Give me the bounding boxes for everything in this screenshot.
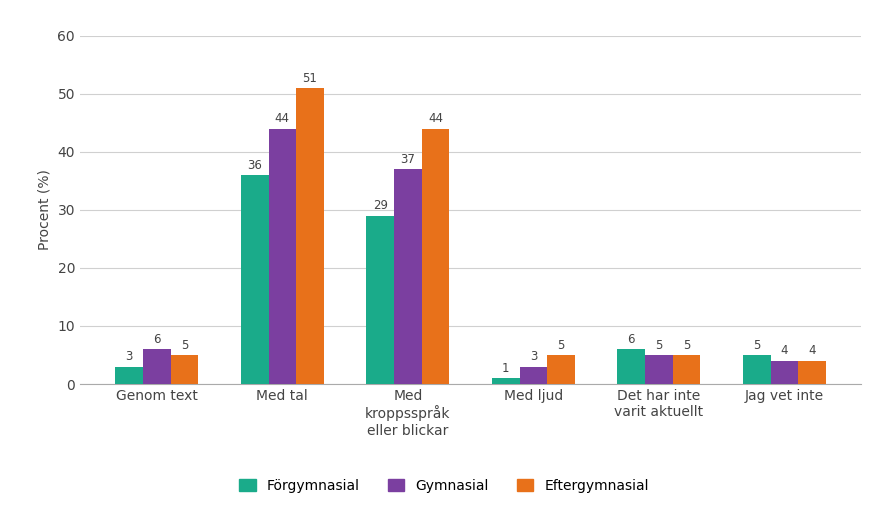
Text: 3: 3 xyxy=(125,350,133,363)
Bar xyxy=(115,367,143,384)
Text: 5: 5 xyxy=(181,338,188,352)
Text: 29: 29 xyxy=(373,199,388,212)
Bar xyxy=(143,349,170,384)
Text: 1: 1 xyxy=(502,361,510,375)
Bar xyxy=(367,216,394,384)
Bar xyxy=(394,169,422,384)
Bar xyxy=(170,355,198,384)
Y-axis label: Procent (%): Procent (%) xyxy=(38,169,52,250)
Bar xyxy=(297,88,324,384)
Bar xyxy=(241,175,268,384)
Bar xyxy=(617,349,645,384)
Bar xyxy=(268,129,297,384)
Bar xyxy=(673,355,701,384)
Text: 6: 6 xyxy=(153,333,161,346)
Bar xyxy=(547,355,575,384)
Text: 4: 4 xyxy=(808,344,816,357)
Legend: Förgymnasial, Gymnasial, Eftergymnasial: Förgymnasial, Gymnasial, Eftergymnasial xyxy=(232,472,656,500)
Bar xyxy=(798,361,826,384)
Text: 4: 4 xyxy=(781,344,789,357)
Text: 36: 36 xyxy=(248,159,262,172)
Bar xyxy=(645,355,673,384)
Text: 6: 6 xyxy=(628,333,635,346)
Bar xyxy=(422,129,449,384)
Bar xyxy=(743,355,771,384)
Text: 5: 5 xyxy=(683,338,690,352)
Bar xyxy=(519,367,547,384)
Text: 51: 51 xyxy=(303,72,317,84)
Text: 37: 37 xyxy=(400,153,416,166)
Text: 3: 3 xyxy=(530,350,537,363)
Text: 5: 5 xyxy=(655,338,662,352)
Text: 44: 44 xyxy=(428,112,443,125)
Text: 5: 5 xyxy=(753,338,760,352)
Text: 5: 5 xyxy=(558,338,565,352)
Text: 44: 44 xyxy=(275,112,289,125)
Bar xyxy=(771,361,798,384)
Bar xyxy=(492,378,519,384)
